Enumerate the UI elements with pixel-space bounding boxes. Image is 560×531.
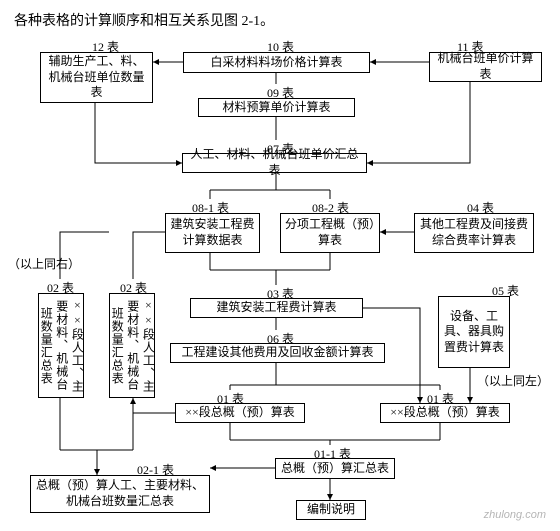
box-explain: 编制说明 [296, 500, 366, 520]
box-01a: ××段总概（预）算表 [175, 403, 305, 423]
figure-caption: 各种表格的计算顺序和相互关系见图 2-1。 [14, 10, 274, 30]
box-011: 总概（预）算汇总表 [275, 458, 395, 479]
note-left: （以上同右） [8, 255, 80, 272]
box-02a: ××段人工、主要材料、机械台班数量汇总表 [38, 293, 84, 398]
box-06: 工程建设其他费用及回收金额计算表 [170, 343, 385, 363]
box-07: 人工、材料、机械台班单价汇总表 [182, 153, 367, 173]
box-01b: ××段总概（预）算表 [380, 403, 510, 423]
note-right: （以上同左） [477, 372, 549, 389]
box-081: 建筑安装工程费计算数据表 [165, 213, 260, 253]
box-02b: ××段人工、主要材料、机械台班数量汇总表 [109, 293, 155, 398]
box-021: 总概（预）算人工、主要材料、机械台班数量汇总表 [30, 475, 210, 513]
box-12: 辅助生产工、料、机械台班单位数量表 [40, 52, 153, 103]
watermark: zhulong.com [484, 509, 546, 521]
box-04: 其他工程费及间接费综合费率计算表 [414, 213, 534, 253]
box-11: 机械台班单价计算表 [429, 52, 542, 82]
box-082: 分项工程概（预）算表 [280, 213, 380, 253]
box-10: 白采材料料场价格计算表 [183, 52, 370, 73]
box-05: 设备、工具、器具购置费计算表 [438, 296, 510, 368]
box-03: 建筑安装工程费计算表 [190, 298, 363, 318]
box-09: 材料预算单价计算表 [198, 98, 355, 117]
